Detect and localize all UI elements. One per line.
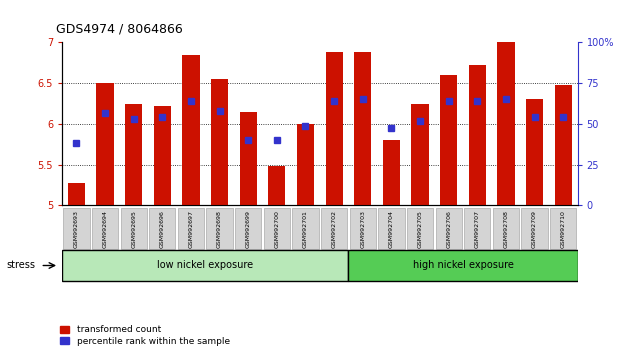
- FancyBboxPatch shape: [378, 208, 404, 249]
- FancyBboxPatch shape: [149, 208, 176, 249]
- FancyBboxPatch shape: [292, 208, 319, 249]
- Bar: [125, 104, 142, 205]
- Bar: [383, 140, 400, 205]
- Bar: [412, 104, 428, 205]
- FancyBboxPatch shape: [63, 208, 89, 249]
- FancyBboxPatch shape: [350, 208, 376, 249]
- Text: GSM992702: GSM992702: [332, 211, 337, 249]
- Text: GSM992700: GSM992700: [274, 211, 279, 249]
- Text: GSM992706: GSM992706: [446, 211, 451, 249]
- Bar: [555, 85, 572, 205]
- Text: GSM992697: GSM992697: [188, 211, 194, 249]
- FancyBboxPatch shape: [407, 208, 433, 249]
- Text: GSM992701: GSM992701: [303, 211, 308, 249]
- Bar: [497, 42, 515, 205]
- Text: GSM992696: GSM992696: [160, 211, 165, 249]
- FancyBboxPatch shape: [92, 208, 118, 249]
- FancyBboxPatch shape: [493, 208, 519, 249]
- Text: low nickel exposure: low nickel exposure: [157, 260, 253, 270]
- Text: GSM992699: GSM992699: [246, 211, 251, 249]
- FancyBboxPatch shape: [550, 208, 576, 249]
- Bar: [440, 75, 457, 205]
- Text: GSM992709: GSM992709: [532, 211, 537, 249]
- Text: GSM992703: GSM992703: [360, 211, 365, 249]
- Bar: [183, 55, 199, 205]
- Bar: [96, 83, 114, 205]
- Text: GSM992704: GSM992704: [389, 211, 394, 249]
- Bar: [526, 99, 543, 205]
- Text: stress: stress: [6, 261, 35, 270]
- Bar: [240, 112, 257, 205]
- Text: GSM992705: GSM992705: [417, 211, 422, 249]
- Text: GSM992710: GSM992710: [561, 211, 566, 249]
- FancyBboxPatch shape: [522, 208, 548, 249]
- Bar: [268, 166, 286, 205]
- Text: GSM992698: GSM992698: [217, 211, 222, 249]
- Text: GDS4974 / 8064866: GDS4974 / 8064866: [56, 22, 183, 35]
- Text: GSM992693: GSM992693: [74, 211, 79, 249]
- FancyBboxPatch shape: [435, 208, 462, 249]
- Bar: [297, 124, 314, 205]
- FancyBboxPatch shape: [206, 208, 233, 249]
- Bar: [325, 52, 343, 205]
- Text: high nickel exposure: high nickel exposure: [412, 260, 514, 270]
- Bar: [211, 79, 228, 205]
- Bar: [154, 106, 171, 205]
- FancyBboxPatch shape: [321, 208, 347, 249]
- FancyBboxPatch shape: [348, 250, 578, 281]
- Text: GSM992708: GSM992708: [504, 211, 509, 249]
- FancyBboxPatch shape: [62, 250, 348, 281]
- Text: GSM992694: GSM992694: [102, 211, 107, 249]
- FancyBboxPatch shape: [120, 208, 147, 249]
- FancyBboxPatch shape: [178, 208, 204, 249]
- Bar: [469, 65, 486, 205]
- Bar: [68, 183, 85, 205]
- Text: GSM992707: GSM992707: [475, 211, 480, 249]
- Legend: transformed count, percentile rank within the sample: transformed count, percentile rank withi…: [60, 325, 230, 346]
- FancyBboxPatch shape: [235, 208, 261, 249]
- Text: GSM992695: GSM992695: [131, 211, 136, 249]
- FancyBboxPatch shape: [264, 208, 290, 249]
- Bar: [354, 52, 371, 205]
- FancyBboxPatch shape: [464, 208, 491, 249]
